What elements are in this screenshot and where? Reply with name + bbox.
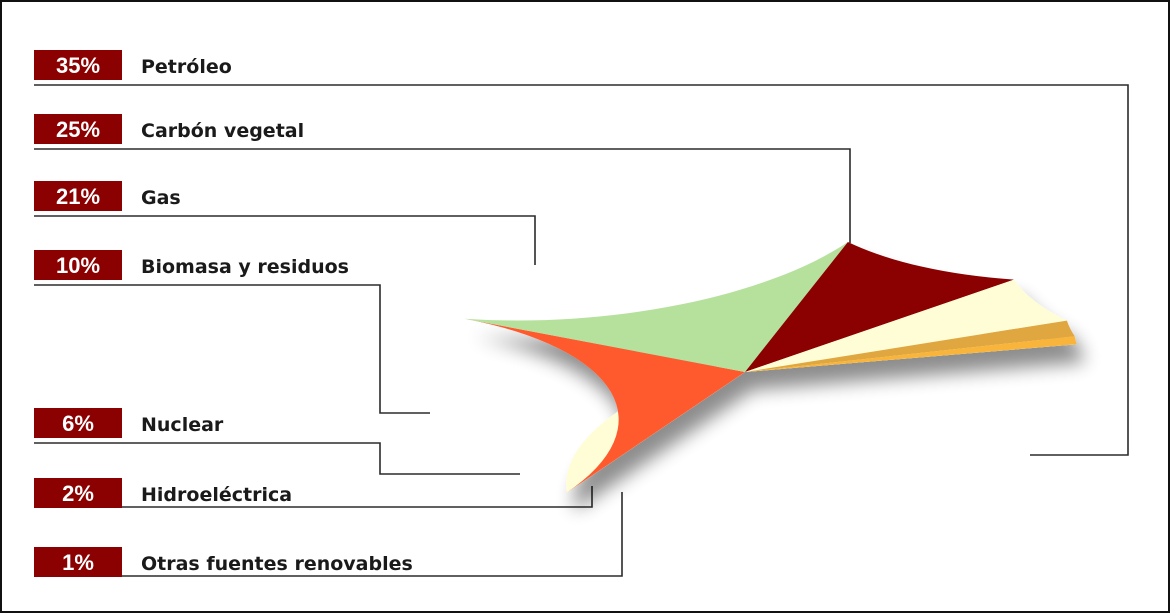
legend-badge-6: [34, 478, 122, 508]
leader-line-5: [34, 442, 520, 475]
leader-line-3: [34, 215, 536, 265]
legend-badge-7: [34, 547, 122, 577]
legend-label-3: Gas: [141, 187, 181, 209]
pie-slices: [464, 242, 1077, 493]
leader-line-4: [34, 284, 430, 414]
legend-value-3: 21%: [56, 184, 100, 209]
legend-label-7: Otras fuentes renovables: [141, 553, 413, 575]
legend-value-6: 2%: [62, 481, 94, 506]
leader-line-6: [34, 486, 593, 508]
leader-line-7: [34, 492, 623, 577]
legend-label-6: Hidroeléctrica: [141, 484, 292, 506]
legend-value-4: 10%: [56, 253, 100, 278]
pie-slice-5: [745, 279, 1067, 372]
pie-slice-6: [745, 320, 1075, 372]
legend-badge-5: [34, 408, 122, 438]
leader-line-1: [34, 84, 1129, 456]
legend-label-4: Biomasa y residuos: [141, 256, 349, 278]
pie-slice-4: [745, 242, 1014, 372]
legend-value-7: 1%: [62, 550, 94, 575]
legend-label-2: Carbón vegetal: [141, 120, 304, 142]
legend-badge-4: [34, 250, 122, 280]
pie-slice-2: [464, 318, 745, 493]
legend-badge-3: [34, 181, 122, 211]
legend-label-1: Petróleo: [141, 56, 232, 78]
pie-slice-7: [745, 336, 1077, 372]
leader-lines: [34, 84, 1129, 577]
leader-line-2: [34, 148, 851, 243]
legend-value-5: 6%: [62, 411, 94, 436]
pie-slice-3: [464, 242, 848, 372]
legend-value-1: 35%: [56, 53, 100, 78]
legend-badge-1: [34, 50, 122, 80]
legend-badge-2: [34, 114, 122, 144]
legend-value-2: 25%: [56, 117, 100, 142]
legend: 35% Petróleo 25% Carbón vegetal 21% Gas 10% Bio…: [34, 50, 413, 577]
legend-label-5: Nuclear: [141, 414, 224, 436]
